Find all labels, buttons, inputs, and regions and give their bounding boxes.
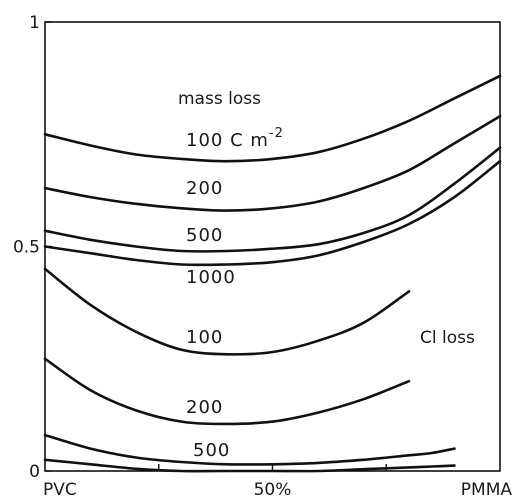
y-tick-label: 0.5: [13, 238, 40, 258]
y-tick-label: 0: [29, 462, 40, 482]
series-line-c200: [43, 357, 411, 426]
x-tick-label: PMMA: [461, 480, 513, 500]
curve-label-cl-100: 100: [186, 327, 223, 348]
series-line-m500: [43, 146, 502, 253]
y-tick-label: 1: [29, 13, 40, 33]
curve-label-mass-500: 500: [186, 225, 223, 246]
series-line-m200: [43, 115, 502, 212]
plot-frame: [44, 21, 501, 472]
series-line-m1000: [43, 159, 502, 267]
x-tick-label: PVC: [43, 480, 77, 500]
series-line-c100: [43, 267, 411, 356]
curve-label-cl-500: 500: [193, 440, 230, 461]
series-line-c500: [43, 433, 456, 466]
curve-label-mass-100: 100 C m-2: [186, 126, 284, 151]
curve-label-mass-1000: 1000: [186, 267, 236, 288]
mass-loss-label: mass loss: [178, 89, 261, 109]
series-line-m100: [43, 74, 502, 163]
x-tick-label: 50%: [254, 480, 292, 500]
curve-label-cl-200: 200: [186, 397, 223, 418]
cl-loss-label: Cl loss: [420, 328, 475, 348]
series-line-c1000: [43, 458, 456, 473]
curve-label-mass-200: 200: [186, 178, 223, 199]
